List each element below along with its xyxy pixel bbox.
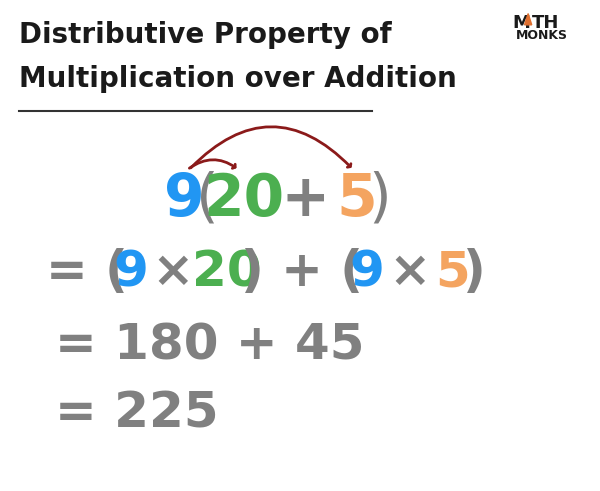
Text: Distributive Property of: Distributive Property of	[19, 21, 392, 49]
Text: ) + (: ) + (	[241, 248, 364, 297]
Text: TH: TH	[532, 14, 560, 31]
Text: 9: 9	[113, 248, 148, 297]
Text: MONKS: MONKS	[516, 29, 568, 42]
Text: = 225: = 225	[55, 390, 219, 438]
Text: ×: ×	[371, 248, 448, 297]
Text: = 180 + 45: = 180 + 45	[55, 322, 365, 370]
Text: 9: 9	[164, 170, 205, 228]
Text: ×: ×	[135, 248, 212, 297]
Text: = (: = (	[46, 248, 128, 297]
Text: 20: 20	[193, 248, 262, 297]
Text: 9: 9	[349, 248, 385, 297]
Text: Multiplication over Addition: Multiplication over Addition	[19, 65, 457, 93]
Text: 5: 5	[336, 170, 377, 228]
Text: +: +	[262, 170, 351, 228]
Polygon shape	[524, 14, 532, 25]
Text: ): )	[368, 170, 391, 228]
Text: ): )	[463, 248, 486, 297]
Text: 5: 5	[436, 248, 470, 297]
Text: 20: 20	[203, 170, 284, 228]
Text: (: (	[196, 170, 219, 228]
Text: M: M	[512, 14, 530, 31]
